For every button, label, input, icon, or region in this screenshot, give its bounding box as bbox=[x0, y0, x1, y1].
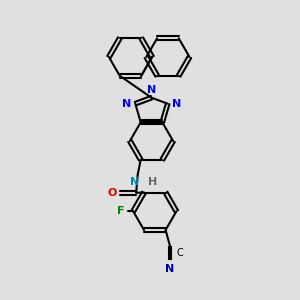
Text: N: N bbox=[172, 99, 181, 109]
Text: N: N bbox=[130, 177, 139, 187]
Text: N: N bbox=[147, 85, 156, 95]
Text: N: N bbox=[166, 264, 175, 274]
Text: O: O bbox=[107, 188, 117, 198]
Text: N: N bbox=[122, 99, 131, 109]
Text: C: C bbox=[177, 248, 184, 258]
Text: F: F bbox=[117, 206, 125, 216]
Text: H: H bbox=[148, 177, 158, 187]
